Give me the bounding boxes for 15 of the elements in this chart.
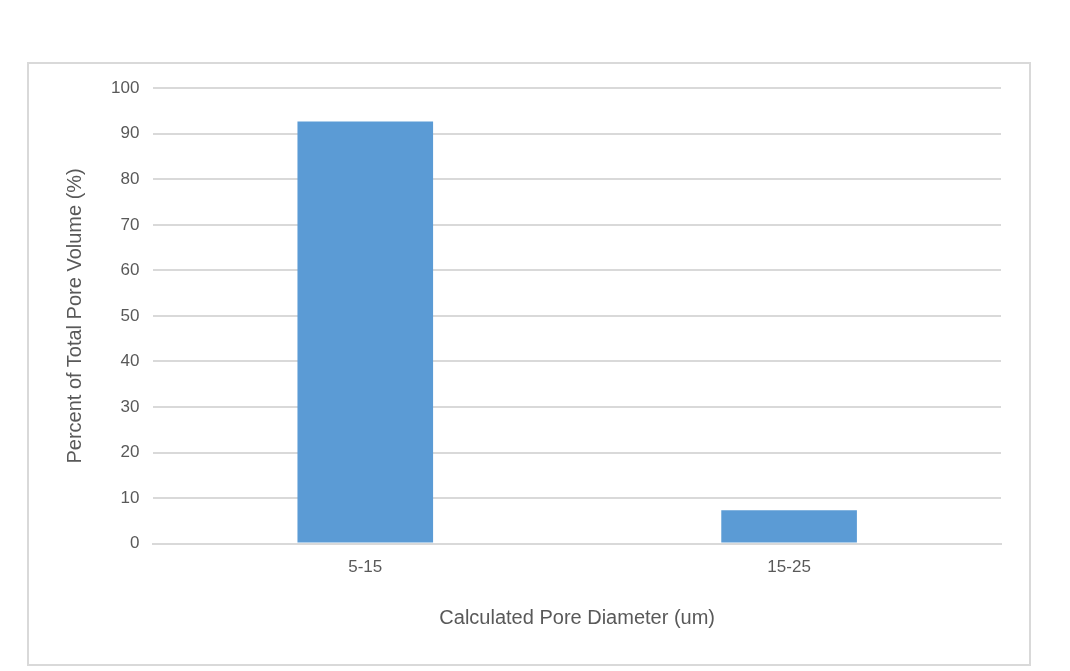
x-axis-title: Calculated Pore Diameter (um) <box>439 605 716 628</box>
y-tick-label: 100 <box>110 77 140 97</box>
x-tick-label: 15-25 <box>767 557 811 577</box>
y-tick-label: 20 <box>120 442 140 462</box>
y-tick-label: 40 <box>120 351 140 371</box>
y-tick-label: 70 <box>120 214 140 234</box>
y-tick-label: 90 <box>120 123 140 143</box>
y-tick-label: 30 <box>120 396 140 416</box>
y-tick-label: 0 <box>129 533 140 553</box>
x-tick-label: 5-15 <box>348 557 383 577</box>
y-tick-label: 50 <box>120 305 140 325</box>
y-tick-label: 60 <box>120 260 140 280</box>
y-axis-title: Percent of Total Pore Volume (%) <box>62 168 85 464</box>
y-tick-label: 10 <box>120 487 140 507</box>
y-tick-label: 80 <box>120 168 140 188</box>
